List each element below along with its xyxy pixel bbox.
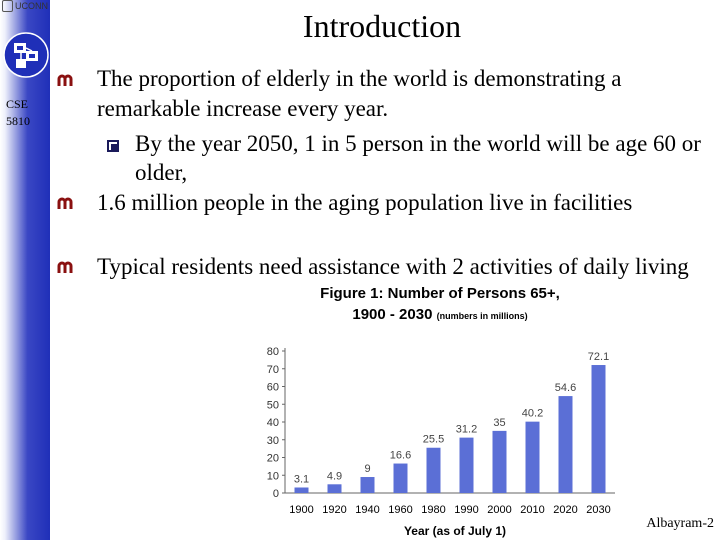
bar — [525, 421, 540, 493]
bar-value-label: 3.1 — [294, 473, 309, 485]
bar-value-label: 72.1 — [588, 351, 609, 363]
y-tick-label: 60 — [267, 382, 279, 394]
university-name: UCONN — [15, 1, 48, 11]
y-tick-label: 0 — [273, 488, 279, 500]
x-axis-label: Year (as of July 1) — [404, 524, 506, 538]
x-tick-label: 1900 — [289, 504, 313, 516]
x-tick-label: 2000 — [487, 504, 511, 516]
figure-title-line2: 1900 - 2030 — [352, 306, 433, 323]
course-code-line2: 5810 — [6, 114, 30, 128]
slide-title: Introduction — [302, 8, 462, 44]
y-tick-label: 70 — [267, 364, 279, 376]
x-tick-label: 2010 — [520, 504, 544, 516]
x-tick-label: 1960 — [388, 504, 412, 516]
university-logo: UCONN — [2, 0, 48, 12]
bar-value-label: 16.6 — [390, 450, 411, 462]
bullet-icon — [57, 197, 73, 209]
bar — [558, 396, 573, 493]
bullet-facilities: 1.6 million people in the aging populati… — [97, 190, 633, 215]
bar — [294, 487, 309, 493]
x-tick-label: 1990 — [454, 504, 478, 516]
x-tick-label: 2030 — [586, 504, 610, 516]
population-bar-chart: 010203040506070803.119004.919209194016.6… — [267, 346, 615, 538]
figure-title-line2-wrap: 1900 - 2030 (numbers in millions) — [250, 304, 630, 327]
bar — [327, 484, 342, 493]
y-tick-label: 80 — [267, 346, 279, 358]
seal-icon — [2, 0, 13, 12]
x-tick-label: 1940 — [355, 504, 379, 516]
y-tick-label: 40 — [267, 417, 279, 429]
bar — [426, 447, 441, 493]
bar-value-label: 4.9 — [327, 470, 342, 482]
bar — [393, 463, 408, 493]
figure-title-line1: Figure 1: Number of Persons 65+, — [320, 285, 560, 302]
course-code: CSE 5810 — [6, 96, 30, 130]
sidebar-band — [0, 0, 50, 540]
page-label: Albayram-2 — [646, 516, 714, 531]
bullet-icon — [57, 261, 73, 273]
x-tick-label: 2020 — [553, 504, 577, 516]
bullet-elderly-proportion: The proportion of elderly in the world i… — [97, 66, 622, 121]
y-tick-label: 20 — [267, 453, 279, 465]
y-tick-label: 10 — [267, 470, 279, 482]
sub-bullet-2050: By the year 2050, 1 in 5 person in the w… — [135, 131, 701, 185]
bar-value-label: 35 — [493, 417, 505, 429]
bar-value-label: 31.2 — [456, 424, 477, 436]
x-tick-label: 1920 — [322, 504, 346, 516]
bullet-icon — [57, 74, 73, 86]
bar — [492, 430, 507, 493]
y-tick-label: 50 — [267, 399, 279, 411]
bar — [591, 365, 606, 493]
figure-title-note: (numbers in millions) — [436, 311, 528, 321]
x-tick-label: 1980 — [421, 504, 445, 516]
bar-value-label: 9 — [364, 463, 370, 475]
department-logo-icon — [3, 32, 49, 78]
y-tick-label: 30 — [267, 435, 279, 447]
bullet-residents: Typical residents need assistance with 2… — [97, 254, 689, 279]
bar-value-label: 25.5 — [423, 434, 444, 446]
bar-value-label: 54.6 — [555, 382, 576, 394]
bar-value-label: 40.2 — [522, 408, 543, 420]
figure-title: Figure 1: Number of Persons 65+, 1900 - … — [250, 283, 630, 327]
bar — [459, 437, 474, 493]
course-code-line1: CSE — [6, 97, 29, 111]
sub-bullet-icon — [107, 140, 119, 152]
bar — [360, 477, 375, 493]
